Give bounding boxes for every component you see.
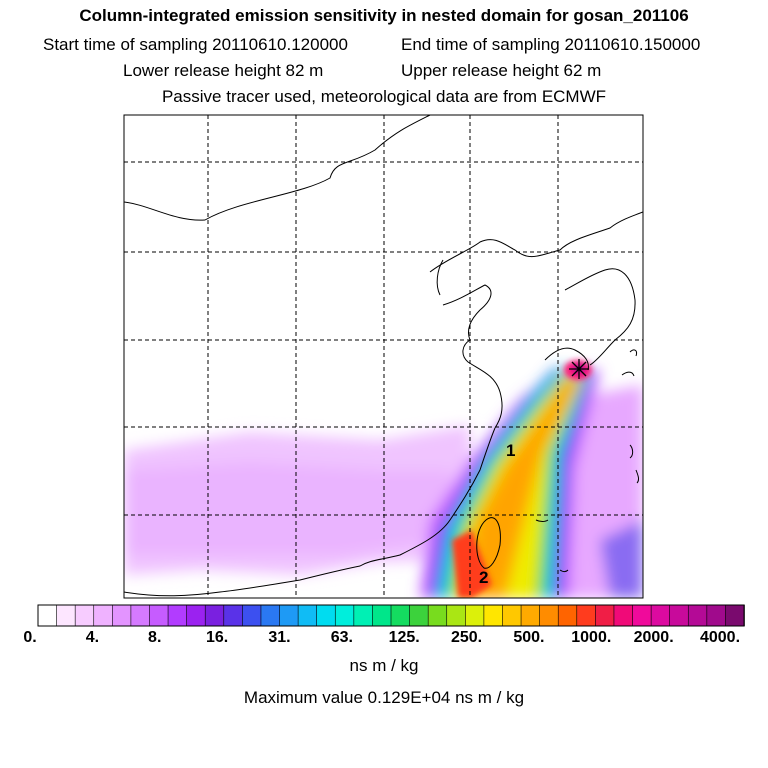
colorbar-tick-label: 4.: [85, 629, 100, 646]
colorbar-tick-label: 250.: [450, 629, 483, 646]
colorbar-segment: [539, 604, 560, 627]
upper-release-label: Upper release height 62 m: [401, 61, 602, 80]
colorbar-segment: [204, 604, 225, 627]
colorbar-tick-label: 1000.: [571, 629, 612, 646]
colorbar-segment: [595, 604, 615, 627]
colorbar-segment: [130, 604, 151, 627]
colorbar-segment: [279, 604, 299, 627]
colorbar-segment: [557, 604, 578, 627]
colorbar-segment: [706, 604, 727, 627]
colorbar-segment: [427, 604, 448, 627]
colorbar-segment: [576, 604, 597, 627]
lower-release-label: Lower release height 82 m: [123, 61, 324, 80]
figure-title: Column-integrated emission sensitivity i…: [79, 6, 689, 25]
marker-2: 2: [479, 568, 488, 587]
colorbar-segment: [483, 604, 504, 627]
colorbar-segment: [520, 604, 541, 627]
colorbar-segment: [669, 604, 690, 627]
colorbar-segment: [334, 604, 355, 627]
colorbar-segment: [186, 604, 207, 627]
end-time-label: End time of sampling 20110610.150000: [401, 35, 701, 54]
colorbar-segment: [242, 604, 262, 627]
colorbar-segment: [502, 604, 522, 627]
colorbar-tick-label: 16.: [205, 629, 229, 646]
colorbar-segment: [613, 604, 634, 627]
colorbar-segment: [260, 604, 281, 627]
coastlines: [124, 115, 643, 597]
colorbar-tick-label: 125.: [388, 629, 420, 646]
colorbar-segment: [297, 604, 318, 627]
colorbar-tick-label: 2000.: [633, 629, 674, 646]
start-time-label: Start time of sampling 20110610.120000: [43, 35, 348, 54]
colorbar-segment: [316, 604, 337, 627]
colorbar-segment: [112, 604, 132, 627]
colorbar: [37, 604, 745, 627]
colorbar-tick-label: 8.: [148, 629, 162, 646]
colorbar-tick-label: 4000.: [699, 629, 741, 646]
tracer-note: Passive tracer used, meteorological data…: [161, 87, 607, 106]
maximum-value: Maximum value 0.129E+04 ns m / kg: [243, 688, 525, 707]
colorbar-tick-label: 63.: [330, 629, 353, 646]
gridlines: [124, 115, 643, 598]
map-frame: [123, 114, 644, 599]
colorbar-segment: [725, 604, 745, 627]
marker-1: 1: [506, 441, 515, 460]
colorbar-segment: [74, 604, 95, 627]
colorbar-segment: [167, 604, 188, 627]
colorbar-segment: [93, 604, 114, 627]
colorbar-segment: [446, 604, 467, 627]
colorbar-tick-label: 500.: [513, 629, 545, 646]
colorbar-segment: [372, 604, 392, 627]
colorbar-segment: [223, 604, 244, 627]
colorbar-tick-label: 0.: [23, 629, 37, 646]
colorbar-segment: [353, 604, 374, 627]
colorbar-segment: [409, 604, 429, 627]
colorbar-segment: [149, 604, 169, 627]
colorbar-tick-label: 31.: [268, 629, 291, 646]
colorbar-segment: [390, 604, 411, 627]
colorbar-segment: [650, 604, 671, 627]
colorbar-segment: [465, 604, 485, 627]
colorbar-segment: [687, 604, 708, 627]
colorbar-segment: [37, 604, 58, 627]
colorbar-segment: [56, 604, 76, 627]
colorbar-units: ns m / kg: [349, 656, 419, 675]
colorbar-frame: [37, 604, 745, 627]
star-icon: [569, 359, 589, 379]
colorbar-segment: [632, 604, 652, 627]
